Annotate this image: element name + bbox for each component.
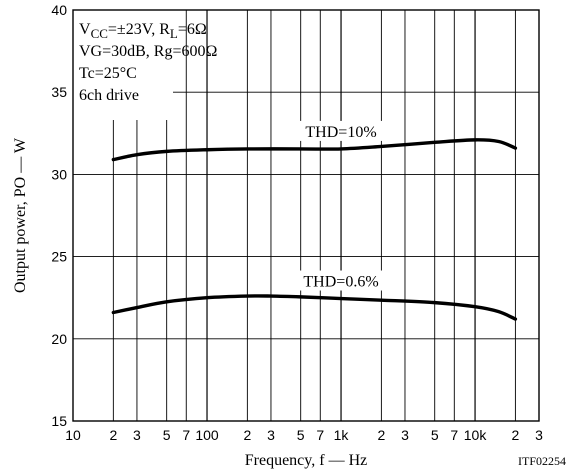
x-tick-label: 3: [401, 427, 409, 443]
condition-line: VG=30dB, Rg=600Ω: [79, 43, 218, 60]
y-tick-label: 20: [51, 331, 67, 347]
series-line: [111, 138, 518, 162]
x-tick-label: 2: [377, 427, 385, 443]
conditions-box: VCC=±23V, RL=6Ω VG=30dB, Rg=600Ω Tc=25°C 6c…: [73, 10, 218, 120]
series-label: THD=0.6%: [303, 274, 378, 291]
condition-text: 6ch drive: [79, 87, 139, 104]
condition-text: =6Ω: [178, 21, 207, 38]
x-tick-label: 5: [163, 427, 171, 443]
series-label-bg: [293, 270, 390, 291]
condition-text: Tc=25°C: [79, 65, 137, 82]
x-tick-label: 10: [65, 427, 81, 443]
condition-subscript: L: [170, 26, 178, 41]
condition-line: 6ch drive: [79, 87, 139, 104]
condition-subscript: CC: [91, 26, 108, 41]
series-label-bg: [293, 120, 390, 141]
plot-frame: [72, 9, 540, 422]
x-tick-label: 7: [450, 427, 458, 443]
series-line: [111, 294, 518, 321]
y-tick-label: 35: [51, 84, 67, 100]
x-tick-label: 10k: [464, 427, 488, 443]
x-tick-label: 3: [535, 427, 543, 443]
condition-text: V: [79, 21, 91, 38]
x-tick-label: 5: [297, 427, 305, 443]
figure-id: ITF02254: [518, 454, 566, 468]
grid: [73, 10, 539, 421]
x-tick-label: 2: [243, 427, 251, 443]
x-tick-label: 7: [182, 427, 190, 443]
x-tick-label: 3: [133, 427, 141, 443]
condition-text: VG=30dB, Rg=600Ω: [79, 43, 218, 60]
conditions-background: [73, 10, 173, 120]
condition-line: Tc=25°C: [79, 65, 137, 82]
x-tick-label: 5: [431, 427, 439, 443]
series-label: THD=10%: [305, 124, 376, 141]
y-tick-label: 30: [51, 166, 67, 182]
x-tick-label: 2: [512, 427, 520, 443]
x-tick-label: 7: [316, 427, 324, 443]
y-axis-title: Output power, PO — W: [12, 137, 29, 293]
labels: 10 2 3 5 7 100 2 3 5 7 1k 2 3 5 7 10k 2 3152025303540THD=…: [12, 2, 566, 469]
x-axis-title: Frequency, f — Hz: [245, 452, 367, 469]
y-tick-label: 15: [51, 413, 67, 429]
x-tick-label: 3: [267, 427, 275, 443]
x-tick-label: 1k: [334, 427, 350, 443]
y-tick-label: 40: [51, 2, 67, 18]
series-lines: [111, 138, 518, 321]
x-tick-label: 2: [109, 427, 117, 443]
y-tick-label: 25: [51, 249, 67, 265]
x-tick-label: 100: [195, 427, 219, 443]
condition-line: VCC=±23V, RL=6Ω: [79, 21, 207, 41]
condition-text: =±23V, R: [108, 21, 170, 38]
